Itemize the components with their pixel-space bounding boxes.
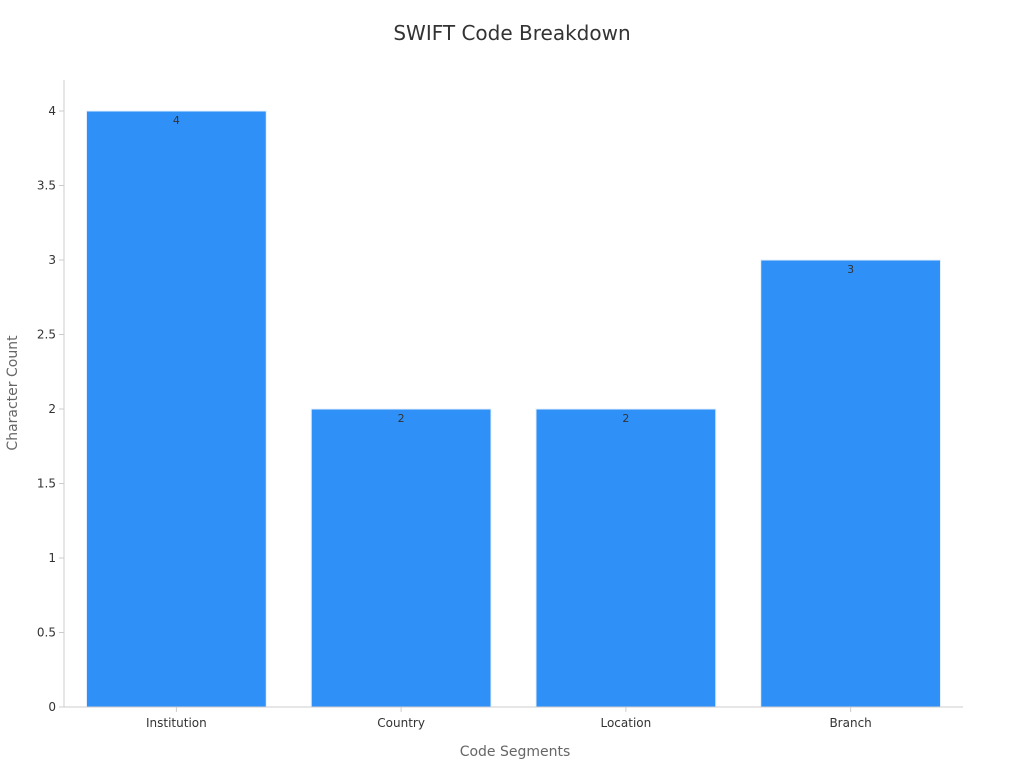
y-tick-label: 2.5 bbox=[37, 328, 56, 342]
x-tick-label: Location bbox=[600, 716, 651, 730]
y-tick-label: 3.5 bbox=[37, 179, 56, 193]
y-tick-label: 0.5 bbox=[37, 626, 56, 640]
bar-location bbox=[535, 408, 717, 708]
data-label: 3 bbox=[847, 263, 854, 276]
x-tick-label: Branch bbox=[829, 716, 871, 730]
x-axis-label: Code Segments bbox=[460, 744, 571, 760]
bar-institution bbox=[85, 110, 267, 708]
x-tick-label: Country bbox=[377, 716, 425, 730]
chart-title: SWIFT Code Breakdown bbox=[393, 21, 630, 45]
data-label: 2 bbox=[622, 412, 629, 425]
y-tick-label: 2 bbox=[48, 402, 56, 416]
bar-branch bbox=[760, 259, 942, 708]
y-tick-label: 4 bbox=[48, 104, 56, 118]
data-label: 4 bbox=[173, 114, 180, 127]
y-tick-label: 1 bbox=[48, 551, 56, 565]
data-label: 2 bbox=[398, 412, 405, 425]
y-tick-label: 0 bbox=[48, 700, 56, 714]
y-axis-label: Character Count bbox=[5, 335, 21, 451]
bar-country bbox=[310, 408, 492, 708]
y-tick-label: 3 bbox=[48, 253, 56, 267]
x-tick-label: Institution bbox=[146, 716, 207, 730]
y-tick-label: 1.5 bbox=[37, 477, 56, 491]
